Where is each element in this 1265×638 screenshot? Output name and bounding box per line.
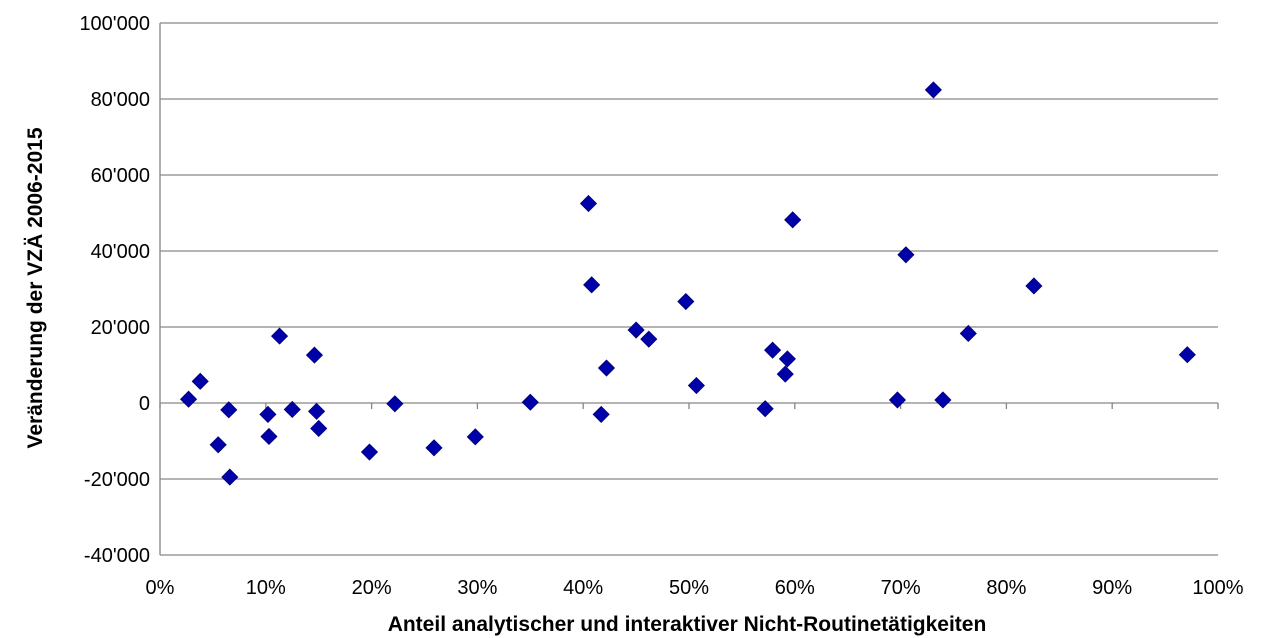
- y-tick-label: -40'000: [84, 545, 150, 567]
- y-tick-labels: -40'000 -20'000 0 20'000 40'000 60'000 80'000 1…: [79, 13, 150, 567]
- data-point: [1025, 277, 1043, 295]
- data-point: [259, 405, 277, 423]
- data-point: [521, 393, 539, 411]
- data-point: [180, 390, 198, 408]
- data-point: [260, 427, 278, 446]
- x-tick-label: 10%: [246, 577, 286, 599]
- data-point: [425, 439, 443, 457]
- data-point: [1178, 346, 1196, 364]
- x-axis-title: Anteil analytischer und interaktiver Nic…: [388, 613, 987, 636]
- data-point: [897, 246, 915, 264]
- x-tick-label: 40%: [563, 577, 603, 599]
- data-point: [778, 350, 796, 368]
- axes: [159, 23, 1219, 555]
- x-tick-label: 0%: [146, 577, 175, 599]
- x-tick-label: 50%: [669, 577, 709, 599]
- data-point: [583, 276, 601, 294]
- data-point: [776, 365, 794, 383]
- x-tick-labels: 0% 10% 20% 30% 40% 50% 60% 70% 80% 90% 100%: [146, 577, 1244, 599]
- data-point: [579, 194, 598, 213]
- x-tick-label: 60%: [775, 577, 815, 599]
- data-point: [924, 81, 942, 99]
- y-tick-label: 40'000: [91, 241, 150, 263]
- data-points: [180, 81, 1196, 486]
- data-point: [221, 468, 239, 486]
- data-point: [888, 391, 906, 409]
- y-tick-label: -20'000: [84, 469, 150, 491]
- data-point: [209, 436, 227, 454]
- data-point: [466, 428, 484, 446]
- data-point: [756, 400, 774, 418]
- data-point: [305, 346, 324, 364]
- y-tick-label: 0: [139, 393, 150, 415]
- data-point: [640, 330, 658, 348]
- data-point: [386, 395, 404, 413]
- data-point: [308, 402, 326, 420]
- y-tick-label: 80'000: [91, 89, 150, 111]
- x-tick-label: 20%: [352, 577, 392, 599]
- y-tick-label: 20'000: [91, 317, 150, 339]
- data-point: [592, 405, 610, 423]
- gridlines: [160, 22, 1218, 556]
- data-point: [360, 443, 379, 461]
- data-point: [283, 400, 301, 419]
- y-tick-label: 100'000: [79, 13, 150, 35]
- data-point: [784, 211, 802, 229]
- data-point: [220, 401, 238, 419]
- x-tick-label: 80%: [986, 577, 1026, 599]
- y-tick-label: 60'000: [91, 165, 150, 187]
- data-point: [310, 419, 328, 438]
- data-point: [959, 324, 977, 343]
- data-point: [764, 341, 782, 359]
- data-point: [627, 321, 645, 339]
- y-axis-title: Veränderung der VZÄ 2006-2015: [24, 127, 47, 448]
- data-point: [597, 359, 616, 377]
- data-point: [677, 292, 695, 311]
- x-tick-label: 100%: [1192, 577, 1243, 599]
- data-point: [270, 327, 289, 345]
- x-tick-label: 30%: [457, 577, 497, 599]
- data-point: [687, 376, 705, 395]
- data-point: [191, 372, 209, 390]
- data-point: [934, 391, 952, 409]
- x-tick-label: 90%: [1092, 577, 1132, 599]
- x-tick-label: 70%: [881, 577, 921, 599]
